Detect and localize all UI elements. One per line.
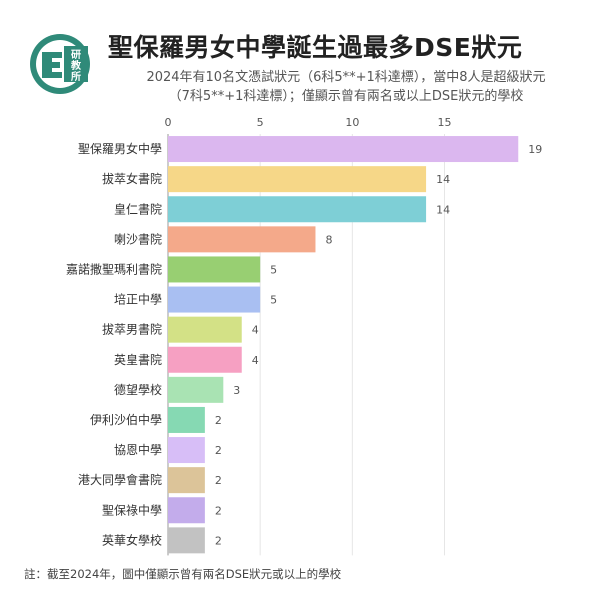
svg-text:研: 研	[71, 49, 81, 61]
data-label: 2	[215, 504, 222, 517]
x-tick-label: 5	[257, 116, 264, 129]
category-label: 培正中學	[114, 292, 162, 307]
footnote: 註：截至2024年，圖中僅顯示曾有兩名DSE狀元或以上的學校	[24, 567, 342, 581]
category-label: 聖保羅男女中學	[78, 141, 162, 156]
category-label: 伊利沙伯中學	[90, 412, 162, 427]
category-label: 聖保祿中學	[102, 502, 162, 517]
bar	[168, 467, 205, 494]
data-label: 14	[436, 173, 450, 186]
subtitle-line-2: （7科5**+1科達標）；僅顯示曾有兩名或以上DSE狀元的學校	[168, 89, 524, 104]
bar	[168, 286, 261, 313]
subtitle-line-1: 2024年有10名文憑試狀元（6科5**+1科達標），當中8人是超級狀元	[146, 70, 546, 85]
data-label: 2	[215, 414, 222, 427]
svg-text:教: 教	[70, 59, 82, 72]
chart-subtitle: 2024年有10名文憑試狀元（6科5**+1科達標），當中8人是超級狀元 （7科…	[96, 68, 596, 106]
x-tick-label: 10	[345, 116, 359, 129]
bar	[168, 437, 205, 464]
bar-chart: 0 5 10 15 聖保羅男女中學 19 拔萃女書院 14 皇仁書院 14 喇沙書院 8 嘉諾撒聖瑪利書…	[66, 116, 542, 556]
data-label: 5	[270, 294, 277, 307]
category-label: 拔萃男書院	[102, 322, 162, 337]
data-label: 4	[252, 324, 259, 337]
x-tick-label: 15	[438, 116, 452, 129]
bar	[168, 497, 205, 524]
svg-text:所: 所	[71, 70, 81, 83]
category-label: 嘉諾撒聖瑪利書院	[66, 261, 162, 276]
data-label: 14	[436, 203, 450, 216]
bar	[168, 406, 205, 433]
data-label: 5	[270, 263, 277, 276]
data-label: 2	[215, 534, 222, 547]
data-label: 8	[325, 233, 332, 246]
chart-title: 聖保羅男女中學誕生過最多DSE狀元	[108, 33, 523, 62]
category-label: 協恩中學	[114, 442, 162, 457]
bar	[168, 346, 242, 373]
x-tick-label: 0	[165, 116, 172, 129]
data-label: 3	[233, 384, 240, 397]
bar	[168, 166, 427, 193]
bar	[168, 256, 261, 283]
data-label: 4	[252, 354, 259, 367]
bar	[168, 527, 205, 554]
bar	[168, 316, 242, 343]
bar	[168, 226, 316, 253]
category-label: 英華女學校	[102, 532, 162, 547]
data-label: 19	[528, 143, 542, 156]
category-label: 港大同學會書院	[78, 473, 162, 487]
bar	[168, 196, 427, 223]
data-label: 2	[215, 444, 222, 457]
logo-icon: 研 教 所	[30, 34, 90, 94]
bar	[168, 376, 224, 403]
category-label: 德望學校	[114, 382, 162, 397]
category-label: 英皇書院	[114, 353, 162, 367]
data-label: 2	[215, 474, 222, 487]
category-label: 喇沙書院	[114, 231, 162, 246]
bar	[168, 136, 519, 163]
category-label: 皇仁書院	[114, 202, 162, 216]
category-label: 拔萃女書院	[102, 171, 162, 186]
